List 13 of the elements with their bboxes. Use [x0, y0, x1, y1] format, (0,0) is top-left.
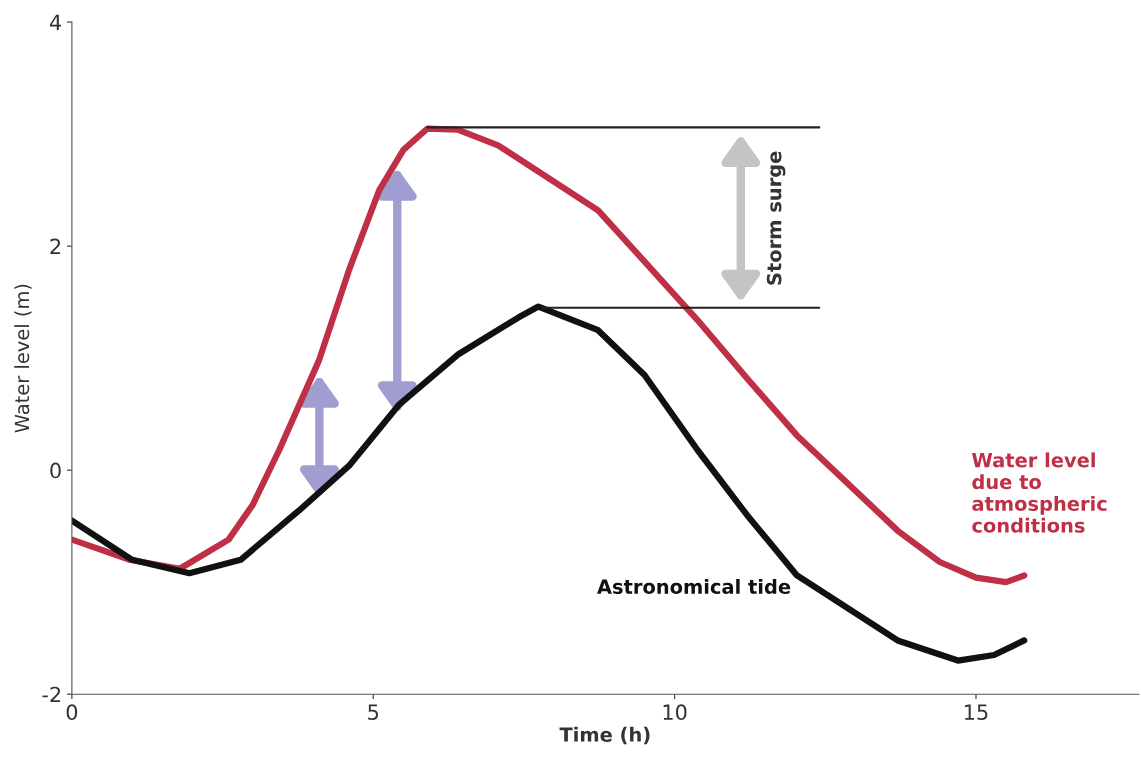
- x-tick-label: 10: [663, 704, 687, 721]
- x-axis-title: Time (h): [559, 726, 650, 745]
- x-tick-label: 0: [66, 704, 78, 721]
- y-axis-title: Water level (m): [14, 284, 32, 433]
- y-tick-label: 0: [50, 462, 61, 479]
- text: Water level due to atmospheric conditions: [972, 452, 1107, 533]
- y-tick-label: 2: [50, 238, 61, 255]
- x-tick-label: 5: [368, 704, 379, 721]
- annotation: Storm surge: [766, 151, 786, 285]
- y-tick-label: -2: [42, 686, 61, 703]
- series-label: Astronomical tide: [597, 578, 791, 594]
- y-tick-label: 4: [49, 14, 61, 31]
- x-tick-label: 15: [965, 704, 988, 721]
